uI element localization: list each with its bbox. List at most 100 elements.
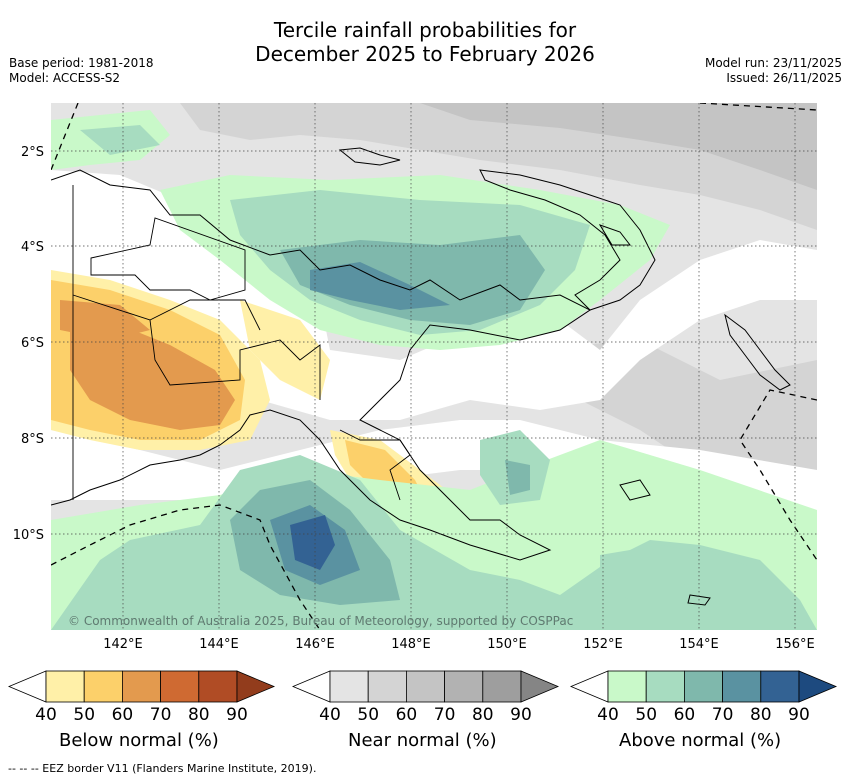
coastline-rossel <box>687 594 711 606</box>
lon-label: 156°E <box>775 637 815 652</box>
colorbar-under-arrow <box>291 670 331 703</box>
coastline-new-ireland <box>598 224 632 246</box>
colorbar-segment <box>367 670 407 703</box>
title-line-2: December 2025 to February 2026 <box>255 42 595 66</box>
colorbar-tick: 40 <box>35 705 57 725</box>
eez-borders <box>51 103 817 630</box>
title-line-1: Tercile rainfall probabilities for <box>273 18 577 42</box>
colorbar-segment <box>722 670 762 703</box>
above-70-north <box>310 262 450 310</box>
colorbar-segment <box>329 670 369 703</box>
colorbar-tick: 80 <box>750 705 772 725</box>
issued-date: Issued: 26/11/2025 <box>726 71 842 85</box>
colorbar-tick: 50 <box>357 705 379 725</box>
coastline-woodlark <box>619 479 651 501</box>
lat-label: 6°S <box>21 336 44 351</box>
colorbar-segment <box>83 670 123 703</box>
colorbar-near-normal: 40 50 60 70 80 90 <box>291 670 560 725</box>
colorbar-tick: 90 <box>510 705 532 725</box>
above-80-south <box>290 515 335 570</box>
coastlines <box>51 147 791 606</box>
colorbar-tick: 90 <box>788 705 810 725</box>
colorbar-segment <box>482 670 522 703</box>
colorbar-above-normal: 40 50 60 70 80 90 <box>569 670 838 725</box>
colorbar-segment <box>198 670 238 703</box>
above-50-southeast <box>600 545 790 615</box>
near-60-north <box>420 103 817 190</box>
model-name: Model: ACCESS-S2 <box>9 71 121 85</box>
colorbar-tick: 40 <box>597 705 619 725</box>
colorbar-tick: 60 <box>674 705 696 725</box>
lat-label: 8°S <box>21 432 44 447</box>
colorbar-over-arrow <box>236 670 276 703</box>
border-highlands <box>149 299 261 331</box>
lon-label: 154°E <box>679 637 719 652</box>
colorbar-tick: 60 <box>112 705 134 725</box>
colorbar-segment <box>444 670 484 703</box>
colorbar-tick: 50 <box>635 705 657 725</box>
colorbar-segment <box>405 670 445 703</box>
map-field <box>51 103 817 630</box>
below-60-nw <box>60 300 150 340</box>
colorbar-tick: 40 <box>319 705 341 725</box>
colorbar-over-arrow <box>798 670 838 703</box>
above-60-islands <box>505 460 530 495</box>
lon-label: 148°E <box>391 637 431 652</box>
coastline-manus <box>338 147 401 166</box>
lat-label: 10°S <box>13 528 44 543</box>
lon-label: 152°E <box>583 637 623 652</box>
province-borders <box>72 185 411 501</box>
copyright-notice: © Commonwealth of Australia 2025, Bureau… <box>68 614 574 628</box>
colorbar-tick: 70 <box>150 705 172 725</box>
colorbar-tick: 90 <box>226 705 248 725</box>
model-run: Model run: 23/11/2025 <box>704 56 842 70</box>
eez-nw <box>51 103 79 171</box>
below-60-west <box>70 320 235 430</box>
colorbar-tick: 70 <box>434 705 456 725</box>
colorbar-segment <box>45 670 85 703</box>
coastline-new-britain <box>479 169 656 311</box>
coastline-bougainville <box>724 313 791 391</box>
eez-footnote: -- -- -- EEZ border V11 (Flanders Marine… <box>8 762 317 775</box>
lat-label: 4°S <box>21 240 44 255</box>
above-50-nw <box>80 125 160 155</box>
lon-label: 142°E <box>103 637 143 652</box>
above-normal-label: Above normal (%) <box>619 730 782 751</box>
eez-south <box>51 504 321 630</box>
lon-label: 146°E <box>295 637 335 652</box>
near-normal-label: Near normal (%) <box>348 730 497 751</box>
colorbar-segment <box>607 670 647 703</box>
lon-label: 150°E <box>487 637 527 652</box>
colorbar-segment <box>684 670 724 703</box>
colorbar-segment <box>160 670 200 703</box>
colorbar-tick: 80 <box>188 705 210 725</box>
lat-label: 2°S <box>21 145 44 160</box>
border-western <box>72 294 321 400</box>
coastline-main <box>51 169 591 561</box>
below-normal-label: Below normal (%) <box>59 730 219 751</box>
chart-title: Tercile rainfall probabilities for Decem… <box>0 18 850 66</box>
colorbar-under-arrow <box>7 670 47 703</box>
above-60-north <box>280 235 545 325</box>
colorbar-over-arrow <box>520 670 560 703</box>
model-info: Base period: 1981-2018 Model: ACCESS-S2 <box>9 56 154 86</box>
base-period: Base period: 1981-2018 <box>9 56 154 70</box>
colorbar-segment <box>760 670 800 703</box>
longitude-labels: 142°E 144°E 146°E 148°E 150°E 152°E 154°E 156°E <box>103 637 815 652</box>
colorbar-tick: 70 <box>712 705 734 725</box>
colorbar-segment <box>122 670 162 703</box>
lon-label: 144°E <box>199 637 239 652</box>
latitude-labels: 2°S 4°S 6°S 8°S 10°S <box>13 145 44 543</box>
colorbar-below-normal: 40 50 60 70 80 90 <box>7 670 276 725</box>
colorbar-under-arrow <box>569 670 609 703</box>
border-central <box>339 429 411 501</box>
colorbar-tick: 50 <box>73 705 95 725</box>
below-40-central <box>240 300 330 400</box>
eez-ne <box>699 103 817 111</box>
colorbar-segment <box>645 670 685 703</box>
run-info: Model run: 23/11/2025 Issued: 26/11/2025 <box>705 56 842 86</box>
colorbar-tick: 60 <box>396 705 418 725</box>
eez-east <box>739 389 817 561</box>
colorbar-tick: 80 <box>472 705 494 725</box>
